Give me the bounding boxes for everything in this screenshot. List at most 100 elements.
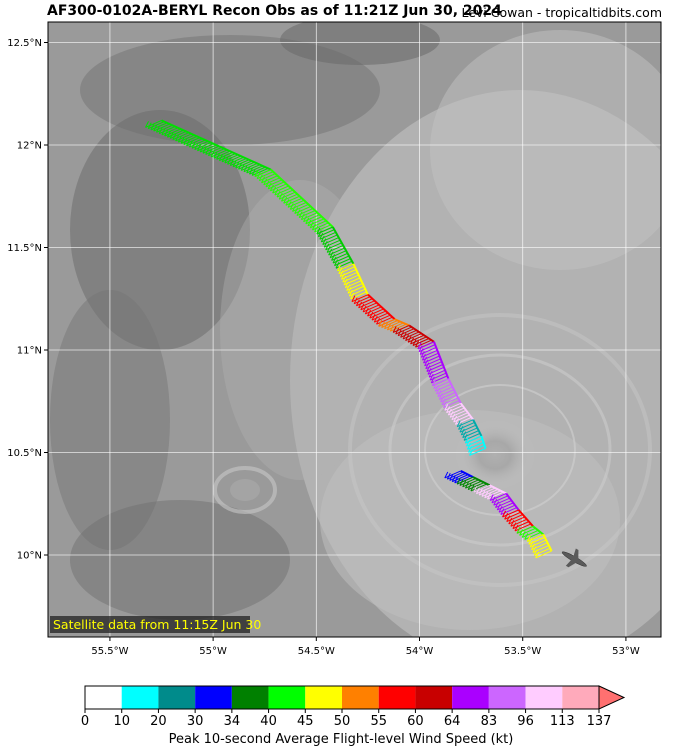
wind-barb — [365, 306, 382, 315]
wind-barb — [376, 316, 393, 325]
wind-barb-flag — [328, 248, 333, 256]
wind-barb-flag — [519, 529, 524, 536]
wind-barb — [263, 177, 280, 186]
wind-barb-flag — [254, 170, 259, 177]
wind-barb-flag — [531, 543, 535, 550]
wind-barb — [415, 339, 432, 348]
wind-barb-flag — [362, 305, 367, 313]
wind-barb-flag — [478, 488, 483, 496]
wind-barb — [332, 255, 350, 264]
wind-barb-flag — [150, 123, 155, 131]
wind-barb — [369, 310, 387, 319]
wind-barb — [514, 523, 532, 532]
wind-barb-flag — [510, 520, 515, 527]
wind-barb-flag — [224, 156, 229, 164]
colorbar-bin — [562, 686, 599, 709]
wind-barb-flag — [446, 406, 451, 413]
wind-barb-flag — [183, 138, 188, 145]
wind-barb-flag — [371, 313, 376, 321]
wind-barb — [400, 329, 417, 338]
wind-barb — [402, 331, 420, 340]
wind-barb-flag — [147, 122, 152, 129]
wind-barb-flag — [460, 428, 465, 436]
wind-barb — [360, 302, 378, 311]
wind-barb — [529, 539, 547, 548]
wind-barb-flag — [431, 379, 436, 386]
wind-barb-flag — [373, 315, 378, 323]
wind-barb-flag — [444, 471, 449, 479]
wind-barb — [440, 394, 457, 403]
axis-ticks: 55.5°W 55°W 54.5°W 54°W 53.5°W 53°W 12.5°N 12°N… — [7, 38, 640, 657]
wind-barb — [441, 397, 459, 406]
wind-barb-flag — [322, 238, 327, 245]
wind-barb-flag — [221, 155, 226, 163]
wind-barb-flag — [353, 297, 358, 304]
wind-barb-flag — [197, 144, 201, 151]
wind-barb-flag — [332, 256, 337, 264]
wind-barb-flag — [164, 129, 169, 137]
wind-barb — [301, 212, 318, 221]
wind-barb-flag — [348, 289, 353, 297]
wind-barb — [502, 509, 519, 518]
wind-barb-flag — [307, 219, 312, 227]
colorbar-bin — [231, 686, 269, 709]
wind-barb — [356, 298, 373, 307]
lat-tick-label: 10.5°N — [7, 448, 42, 459]
wind-barb-flag — [405, 334, 410, 341]
colorbar-tick-label: 40 — [260, 714, 277, 729]
wind-barb — [456, 419, 474, 428]
wind-barb — [519, 527, 536, 536]
colorbar-tick-label: 83 — [481, 714, 498, 729]
wind-barb-flag — [417, 342, 422, 350]
wind-barb-flag — [438, 393, 443, 400]
wind-barb-flag — [156, 126, 160, 133]
wind-barb-flag — [467, 483, 472, 490]
wind-barb-flag — [317, 230, 322, 237]
wind-barb-flag — [489, 494, 494, 501]
wind-barb-flag — [528, 538, 533, 545]
wind-barb-flag — [218, 154, 223, 161]
wind-barb — [463, 432, 481, 441]
wind-barb — [290, 201, 307, 210]
wind-barb-flag — [447, 408, 452, 416]
wind-barb-flag — [289, 203, 294, 210]
wind-barb-flag — [311, 223, 316, 231]
wind-barb-flag — [532, 546, 537, 553]
wind-barb — [251, 167, 269, 176]
track-line — [447, 378, 462, 404]
wind-barb — [465, 480, 482, 489]
wind-barb — [481, 488, 499, 497]
wind-barb — [323, 239, 341, 248]
wind-barb — [462, 430, 479, 439]
colorbar-tick-label: 64 — [444, 714, 461, 729]
colorbar-bin — [452, 686, 489, 709]
wind-barb-flag — [496, 503, 501, 511]
wind-barb-flag — [325, 243, 330, 251]
wind-barb-flag — [305, 217, 310, 224]
wind-barb-flag — [429, 373, 434, 381]
wind-barb-flag — [335, 262, 340, 269]
wind-barb — [535, 550, 552, 559]
wind-barb-flag — [346, 284, 351, 291]
wind-barb — [478, 487, 496, 496]
wind-barb-flag — [145, 121, 149, 128]
wind-barb-segment — [417, 341, 450, 387]
wind-barb-flag — [407, 336, 412, 343]
wind-barb-flag — [514, 524, 519, 532]
wind-barb-flag — [424, 359, 429, 367]
colorbar-tick-label: 34 — [224, 714, 241, 729]
lon-tick-label: 54.5°W — [298, 646, 335, 657]
wind-barb — [350, 291, 367, 300]
wind-barb-flag — [453, 415, 458, 423]
colorbar-bin — [268, 686, 306, 709]
wind-barb-flag — [166, 131, 171, 138]
wind-barb-flag — [272, 186, 277, 194]
wind-barb-flag — [339, 270, 344, 277]
wind-barb — [444, 402, 461, 411]
wind-barb-flag — [161, 128, 166, 136]
wind-barb-flag — [410, 337, 414, 345]
wind-barb-flag — [194, 143, 199, 150]
wind-barb-flag — [412, 339, 417, 346]
wind-barb-flag — [521, 531, 526, 538]
wind-barb — [459, 424, 477, 433]
